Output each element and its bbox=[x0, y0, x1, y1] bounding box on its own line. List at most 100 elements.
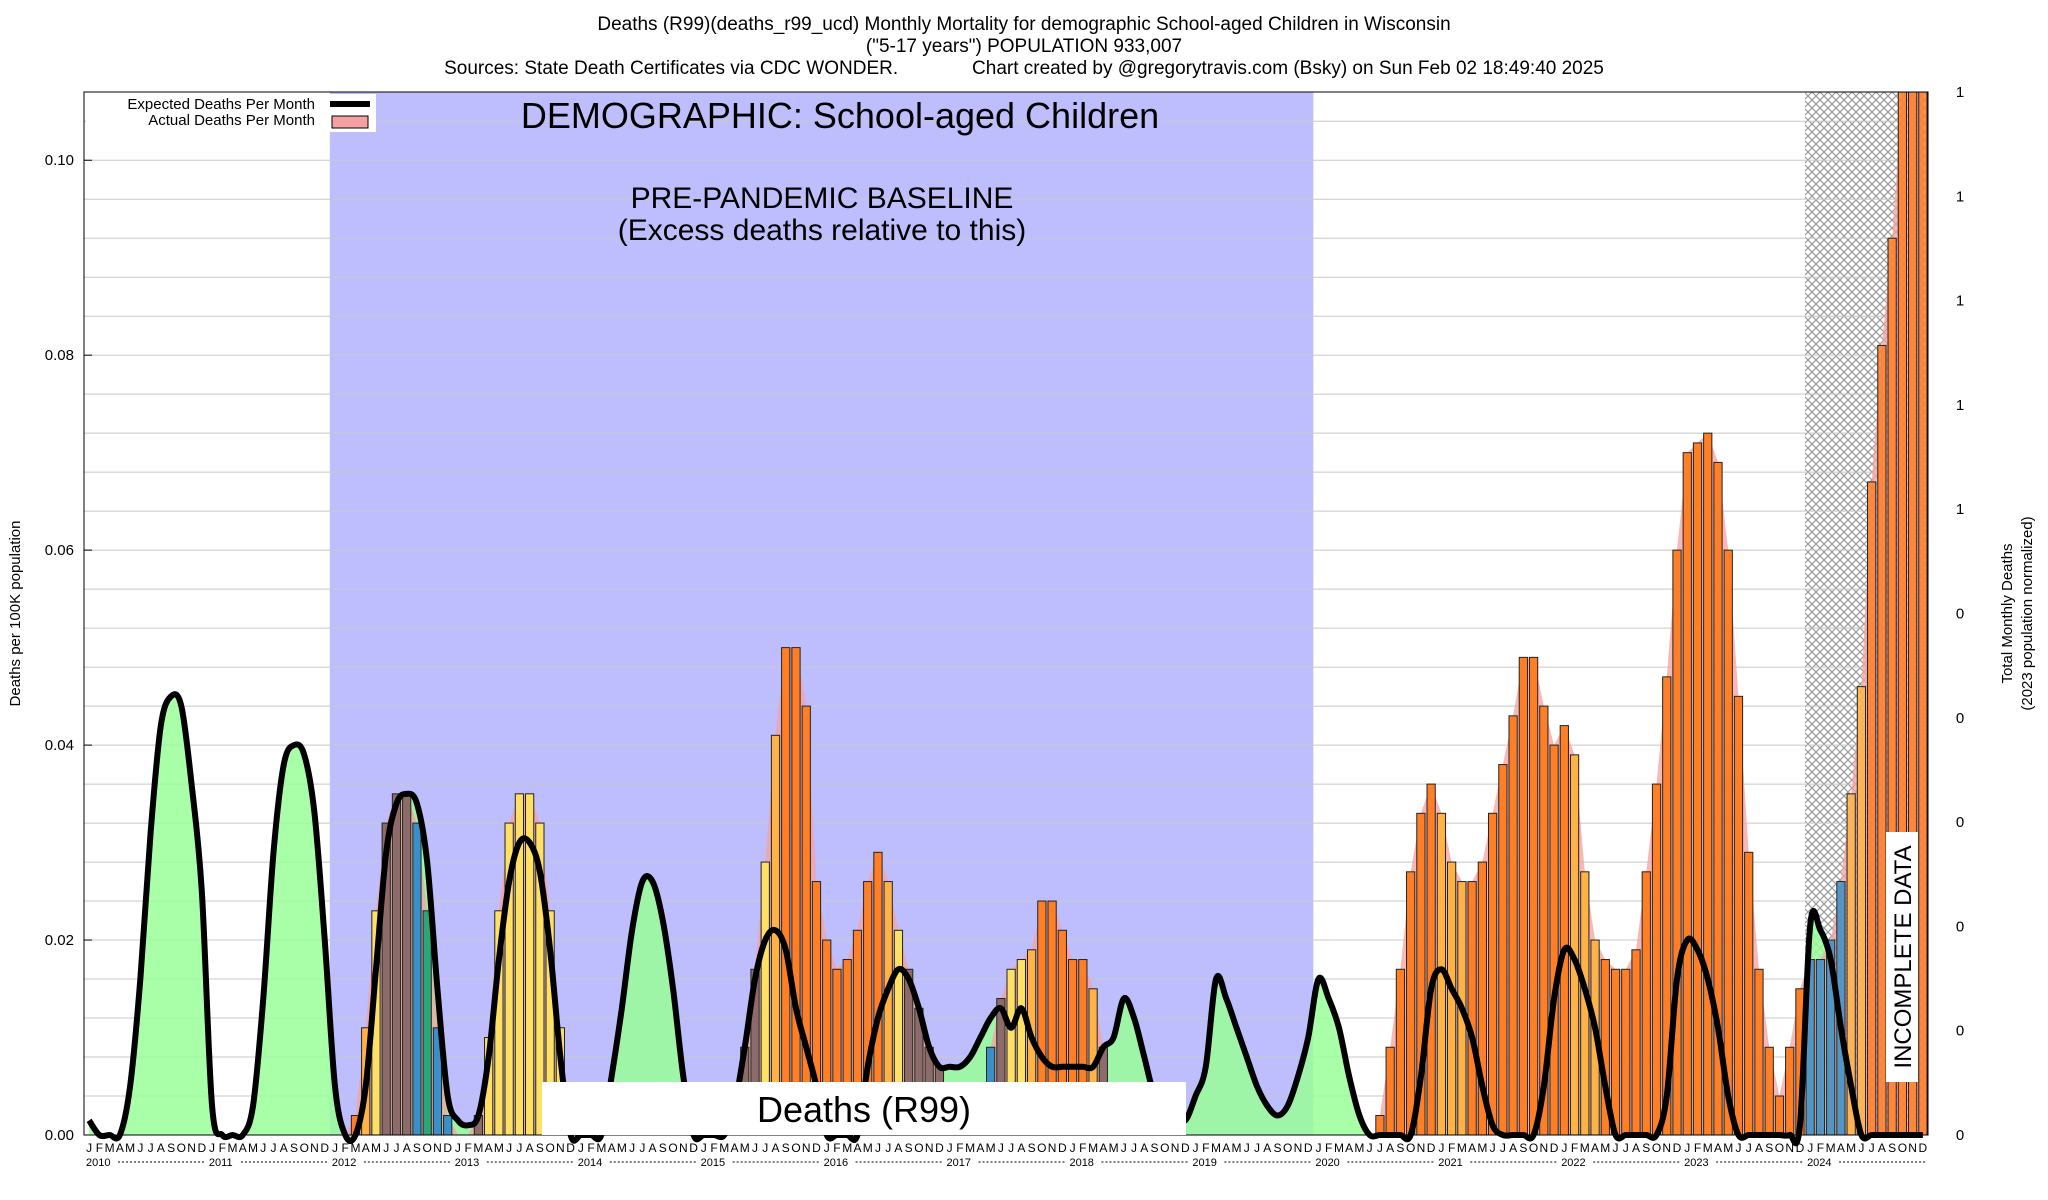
x-tick-month: S bbox=[659, 1141, 667, 1155]
x-tick-month: J bbox=[1613, 1141, 1619, 1155]
x-tick-month: F bbox=[219, 1141, 226, 1155]
x-tick-month: A bbox=[1755, 1141, 1763, 1155]
cause-label-box bbox=[542, 1082, 1186, 1135]
x-tick-month: A bbox=[976, 1141, 984, 1155]
x-tick-month: O bbox=[1775, 1141, 1784, 1155]
actual-bar bbox=[412, 822, 422, 1136]
x-tick-month: N bbox=[310, 1141, 319, 1155]
x-tick-month: O bbox=[300, 1141, 309, 1155]
x-tick-month: M bbox=[1723, 1141, 1733, 1155]
x-tick-month: N bbox=[679, 1141, 688, 1155]
actual-bar bbox=[1754, 968, 1764, 1136]
x-tick-month: J bbox=[1008, 1141, 1014, 1155]
x-tick-month: A bbox=[1140, 1141, 1148, 1155]
y-tick-label: 0.04 bbox=[45, 737, 74, 754]
actual-bar bbox=[1467, 881, 1477, 1136]
actual-bar bbox=[1426, 783, 1436, 1136]
x-tick-month: J bbox=[578, 1141, 584, 1155]
x-tick-month: N bbox=[1908, 1141, 1917, 1155]
x-tick-month: A bbox=[731, 1141, 739, 1155]
x-tick-month: J bbox=[1500, 1141, 1506, 1155]
x-tick-month: F bbox=[1079, 1141, 1086, 1155]
x-tick-month: J bbox=[1244, 1141, 1250, 1155]
actual-bar bbox=[1856, 686, 1867, 1136]
x-tick-year: 2018 bbox=[1069, 1157, 1093, 1169]
x-tick-month: A bbox=[649, 1141, 657, 1155]
x-tick-month: D bbox=[197, 1141, 206, 1155]
x-tick-month: F bbox=[96, 1141, 103, 1155]
x-tick-month: M bbox=[350, 1141, 360, 1155]
x-tick-month: D bbox=[1550, 1141, 1559, 1155]
actual-bar bbox=[1867, 481, 1877, 1136]
x-tick-year: 2012 bbox=[332, 1157, 356, 1169]
actual-bar bbox=[1692, 442, 1703, 1136]
x-tick-year: 2010 bbox=[86, 1157, 110, 1169]
x-tick-month: A bbox=[1386, 1141, 1394, 1155]
actual-bar bbox=[1877, 344, 1887, 1136]
actual-bar bbox=[1703, 432, 1713, 1136]
x-tick-month: D bbox=[320, 1141, 329, 1155]
actual-bar bbox=[1651, 783, 1662, 1136]
x-tick-month: O bbox=[668, 1141, 677, 1155]
actual-bar bbox=[391, 793, 402, 1136]
legend-box bbox=[86, 94, 376, 132]
x-tick-month: A bbox=[239, 1141, 247, 1155]
x-tick-month: J bbox=[1684, 1141, 1690, 1155]
x-tick-month: A bbox=[1263, 1141, 1271, 1155]
actual-bar bbox=[1406, 871, 1416, 1136]
y2-tick-label: 0 bbox=[1956, 814, 1964, 831]
x-tick-month: N bbox=[1294, 1141, 1303, 1155]
x-tick-month: J bbox=[137, 1141, 143, 1155]
x-tick-month: S bbox=[1028, 1141, 1036, 1155]
actual-bar bbox=[1498, 764, 1508, 1136]
x-tick-month: J bbox=[1858, 1141, 1864, 1155]
x-tick-month: O bbox=[1160, 1141, 1169, 1155]
actual-area bbox=[698, 647, 945, 1135]
actual-bar bbox=[1487, 812, 1498, 1136]
x-tick-month: D bbox=[935, 1141, 944, 1155]
x-tick-month: S bbox=[536, 1141, 544, 1155]
x-tick-month: A bbox=[1509, 1141, 1517, 1155]
x-tick-month: F bbox=[1202, 1141, 1209, 1155]
x-tick-month: S bbox=[1519, 1141, 1527, 1155]
x-tick-month: M bbox=[965, 1141, 975, 1155]
x-tick-month: J bbox=[752, 1141, 758, 1155]
x-tick-month: O bbox=[177, 1141, 186, 1155]
y2-tick-label: 0 bbox=[1956, 710, 1964, 727]
x-tick-year: 2016 bbox=[824, 1157, 848, 1169]
x-tick-month: D bbox=[812, 1141, 821, 1155]
x-tick-month: J bbox=[1438, 1141, 1444, 1155]
x-tick-month: A bbox=[1591, 1141, 1599, 1155]
x-tick-month: A bbox=[116, 1141, 124, 1155]
incomplete-label: INCOMPLETE DATA bbox=[1890, 845, 1917, 1068]
y2-tick-label: 0 bbox=[1956, 1023, 1964, 1040]
x-tick-month: A bbox=[1632, 1141, 1640, 1155]
x-tick-month: S bbox=[1765, 1141, 1773, 1155]
x-tick-month: J bbox=[455, 1141, 461, 1155]
x-tick-month: J bbox=[86, 1141, 92, 1155]
chart-title: Deaths (R99)(deaths_r99_ucd) Monthly Mor… bbox=[597, 14, 1451, 35]
x-tick-month: S bbox=[905, 1141, 913, 1155]
x-tick-month: M bbox=[1211, 1141, 1221, 1155]
x-tick-month: J bbox=[1193, 1141, 1199, 1155]
x-tick-month: J bbox=[1254, 1141, 1260, 1155]
x-tick-month: A bbox=[1017, 1141, 1025, 1155]
actual-bar bbox=[1764, 1046, 1774, 1136]
x-tick-month: D bbox=[689, 1141, 698, 1155]
x-tick-month: M bbox=[248, 1141, 258, 1155]
actual-bar bbox=[1733, 695, 1744, 1136]
x-tick-year: 2021 bbox=[1438, 1157, 1462, 1169]
x-tick-month: N bbox=[556, 1141, 565, 1155]
x-tick-month: M bbox=[473, 1141, 483, 1155]
x-tick-month: D bbox=[1919, 1141, 1928, 1155]
x-tick-month: F bbox=[587, 1141, 594, 1155]
x-tick-month: A bbox=[485, 1141, 493, 1155]
legend-actual-label: Actual Deaths Per Month bbox=[148, 112, 315, 129]
x-tick-year: 2024 bbox=[1807, 1157, 1831, 1169]
x-tick-month: N bbox=[925, 1141, 934, 1155]
x-tick-year: 2020 bbox=[1315, 1157, 1339, 1169]
actual-bar bbox=[1815, 959, 1826, 1136]
x-tick-month: D bbox=[1181, 1141, 1190, 1155]
x-tick-month: A bbox=[362, 1141, 370, 1155]
x-tick-month: D bbox=[1796, 1141, 1805, 1155]
